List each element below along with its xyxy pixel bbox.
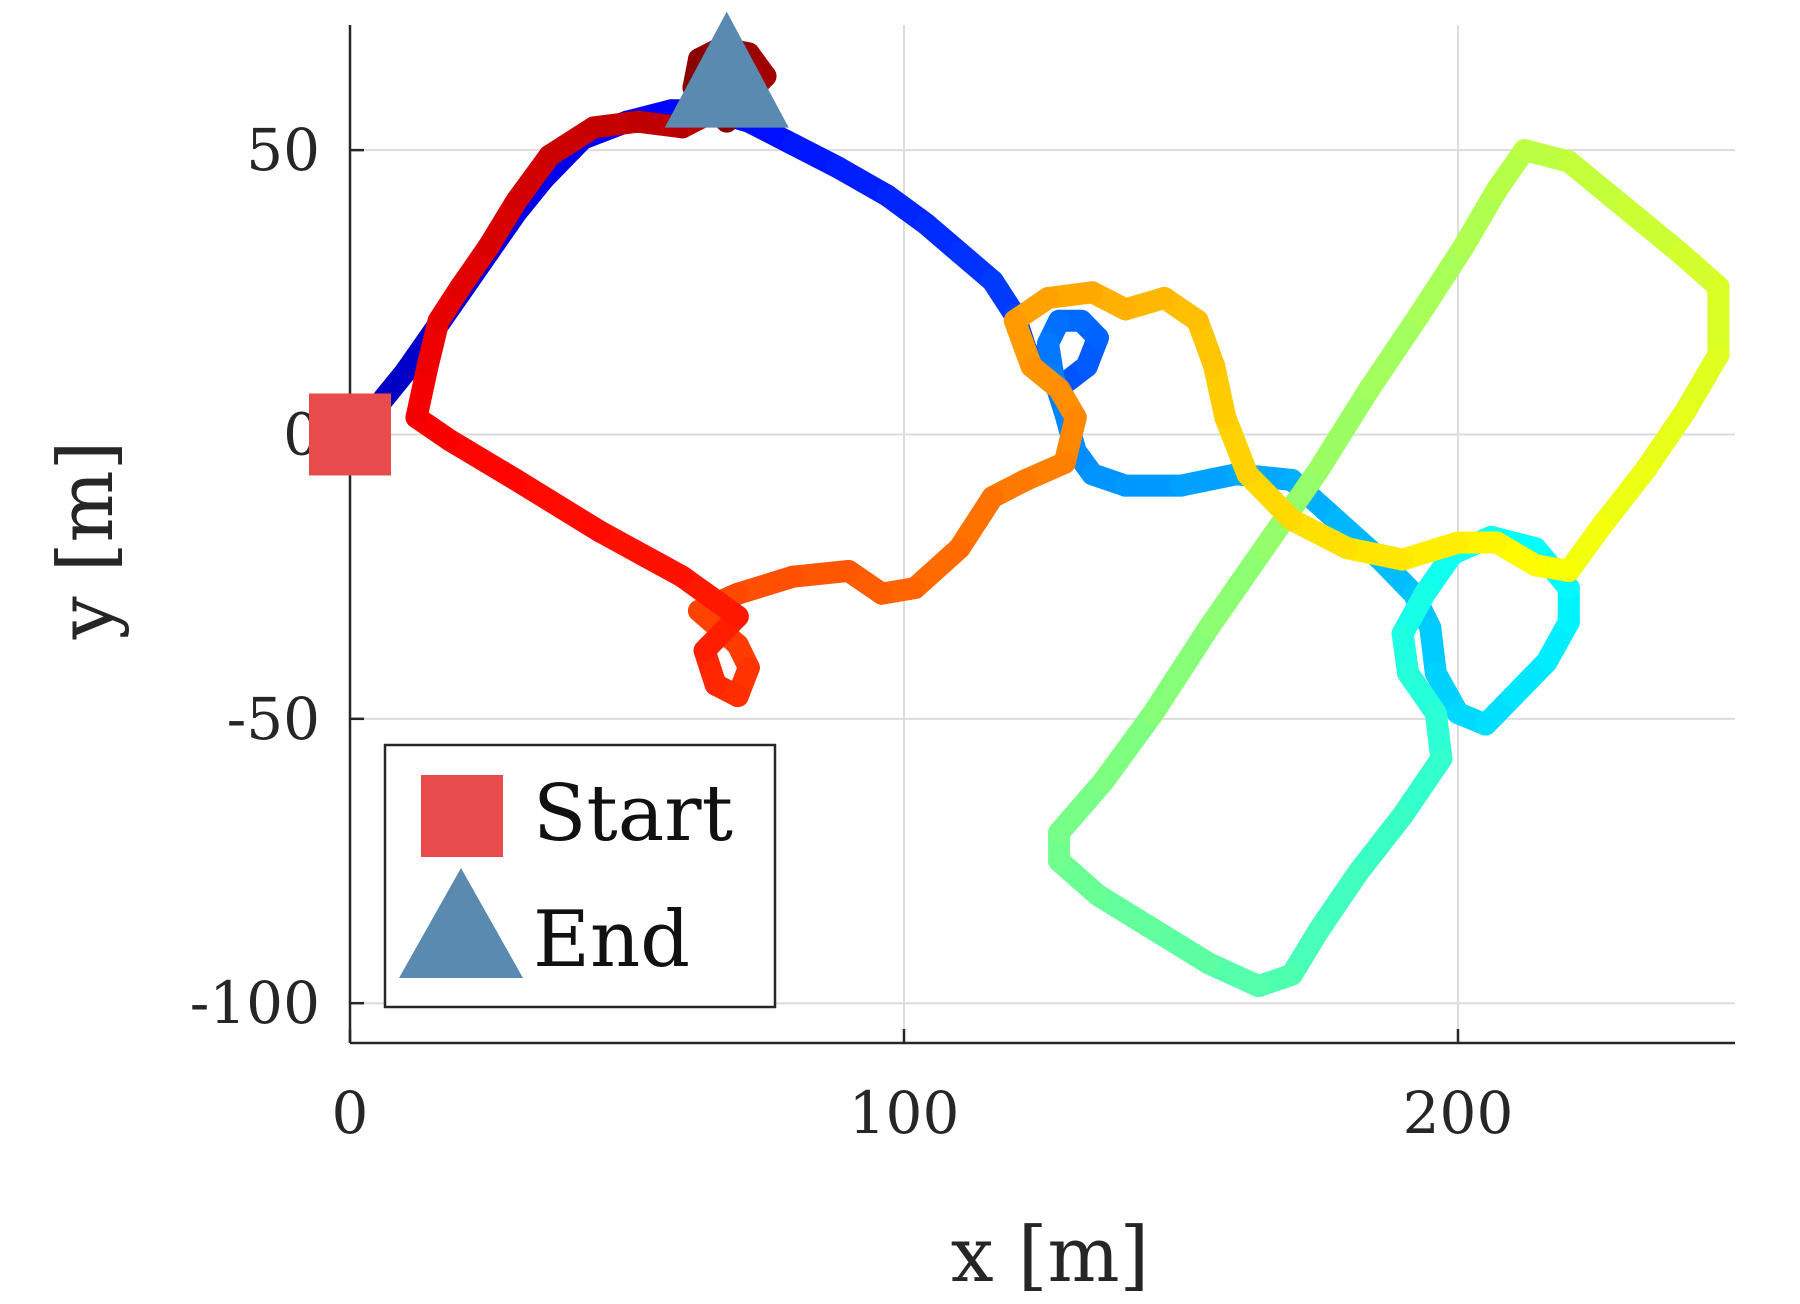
legend-start-swatch xyxy=(421,775,503,857)
trajectory-segment xyxy=(1635,400,1697,480)
legend-end-swatch xyxy=(399,868,523,978)
x-tick-label: 100 xyxy=(849,1079,960,1147)
end-triangle xyxy=(664,11,789,128)
x-tick-label: 200 xyxy=(1403,1079,1514,1147)
y-axis-label: y [m] xyxy=(41,441,130,640)
legend-end-label: End xyxy=(533,895,690,985)
end-marker xyxy=(664,11,789,128)
legend-start-label: Start xyxy=(533,769,733,859)
trajectory-segment xyxy=(1591,457,1658,537)
trajectory-segment xyxy=(1408,235,1475,327)
trajectory-segment xyxy=(1308,861,1370,941)
x-tick-label: 0 xyxy=(332,1079,369,1147)
trajectory-segment xyxy=(1142,616,1220,725)
trajectory-segment xyxy=(1358,304,1431,400)
trajectory-segment xyxy=(438,429,528,491)
start-square xyxy=(309,393,391,476)
trajectory-segment xyxy=(1613,195,1691,264)
trajectory-segment xyxy=(1557,150,1636,218)
x-axis-label: x [m] xyxy=(951,1210,1149,1299)
trajectory-segment xyxy=(588,520,694,588)
trajectory-segment xyxy=(671,565,749,628)
start-marker xyxy=(309,393,391,476)
trajectory-segment xyxy=(1391,747,1453,827)
trajectory-segment xyxy=(1092,702,1165,793)
trajectory-segment xyxy=(505,468,611,543)
trajectory-segment xyxy=(1308,377,1381,480)
legend: Start End xyxy=(383,743,777,1009)
y-tick-label: -100 xyxy=(190,969,320,1037)
trajectory-segment xyxy=(1048,770,1115,844)
y-tick-label: -50 xyxy=(227,685,320,753)
trajectory-segment xyxy=(1197,537,1276,639)
trajectory-segment xyxy=(1347,804,1414,884)
y-tick-label: 50 xyxy=(246,116,320,184)
